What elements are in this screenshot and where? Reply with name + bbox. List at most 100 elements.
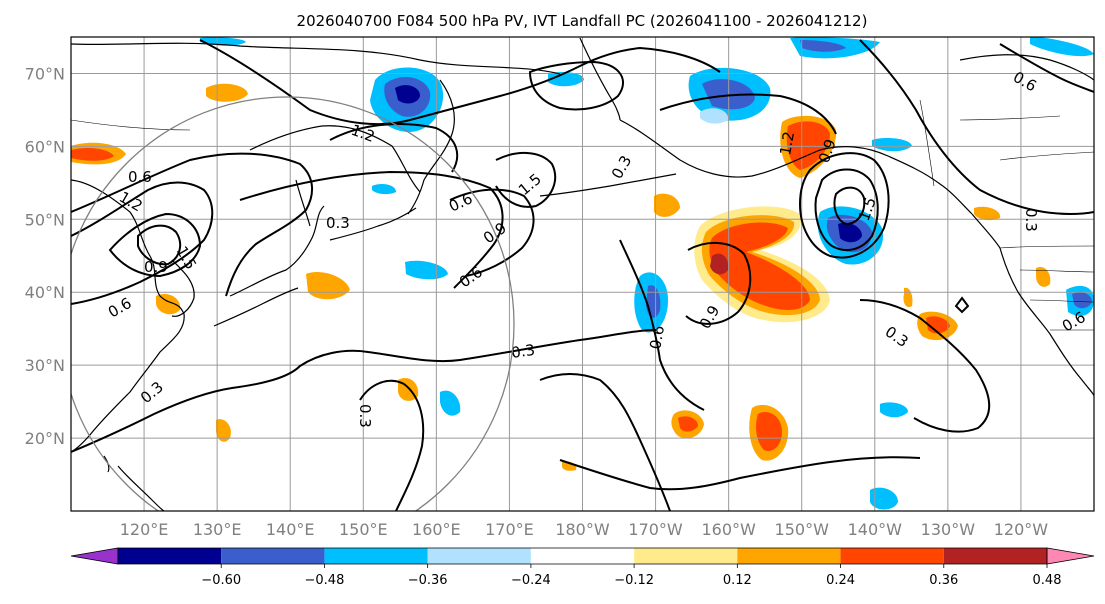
- neg-blob-14: [1030, 37, 1094, 57]
- lon-label-11: 130°W: [921, 520, 976, 539]
- contour-label-7: 0.3: [510, 341, 536, 362]
- contour-label-15: 0.3: [356, 404, 374, 428]
- colorbar-tick-label-0: −0.60: [201, 573, 241, 588]
- colorbar-tick-label-2: −0.36: [408, 573, 448, 588]
- lat-label-4: 30°N: [25, 356, 65, 375]
- lon-label-5: 170°E: [485, 520, 534, 539]
- chart-title: 2026040700 F084 500 hPa PV, IVT Landfall…: [297, 12, 868, 30]
- coast-philippines: [117, 465, 165, 511]
- colorbar-tick-label-7: 0.36: [929, 573, 958, 588]
- contour-03-east: [859, 39, 1094, 216]
- coast-asia-mainland: [71, 179, 185, 453]
- neg-blob-5-core: [800, 40, 846, 52]
- map-frame: [70, 36, 1095, 512]
- contour-diamond: [954, 296, 970, 314]
- pos-blob-5b: [71, 148, 114, 161]
- contour-label-2: 0.3: [326, 214, 350, 232]
- pv-contours: [71, 39, 1094, 511]
- lon-label-7: 170°W: [628, 520, 683, 539]
- pos-blob-6: [206, 83, 248, 102]
- border-china-mongolia: [71, 119, 191, 131]
- neg-blob-13: [872, 138, 912, 152]
- colorbar-tick-label-3: −0.24: [511, 573, 551, 588]
- neg-blob-10: [880, 402, 908, 418]
- contour-03-central: [528, 60, 624, 111]
- lat-label-0: 70°N: [25, 64, 65, 83]
- coastlines: [71, 37, 1094, 511]
- lon-label-4: 160°E: [412, 520, 461, 539]
- contour-label-22: 0.3: [1022, 208, 1040, 232]
- colorbar-extend-min: [70, 547, 119, 565]
- contour-06-main: [239, 170, 504, 289]
- contour-09-ring: [798, 152, 890, 259]
- pos-blob-13: [974, 206, 1001, 221]
- coast-japan: [229, 205, 325, 297]
- neg-blob-7: [440, 390, 461, 416]
- coast-canada-arctic: [959, 54, 1094, 81]
- contour-03-lower: [559, 456, 921, 491]
- landfall-radius-circle: [71, 96, 515, 511]
- neg-blob-9-core: [1072, 292, 1092, 309]
- lat-label-2: 50°N: [25, 210, 65, 229]
- pos-blob-12: [156, 293, 181, 315]
- lon-label-8: 160°W: [701, 520, 756, 539]
- colorbar-tick-label-6: 0.24: [826, 573, 855, 588]
- longitude-labels: 120°E 130°E 140°E 150°E 160°E 170°E 180°W 170°W…: [120, 520, 1049, 539]
- pos-blob-11: [216, 419, 231, 442]
- border-alaska-canada: [919, 99, 935, 187]
- colorbar-outline: [117, 547, 1048, 565]
- contour-06-ne: [999, 43, 1094, 93]
- pos-blob-2b: [786, 121, 830, 170]
- contour-label-24: 1.2: [776, 130, 798, 157]
- contour-label-11: 0.9: [144, 258, 168, 276]
- border-us-states: [1019, 269, 1094, 331]
- contour-06-pacific: [619, 239, 705, 411]
- contour-09-asia: [108, 212, 202, 278]
- colorbar-tick-label-1: −0.48: [305, 573, 345, 588]
- lat-label-1: 60°N: [25, 137, 65, 156]
- colorbar-segment-6: [737, 548, 841, 564]
- neg-blob-16: [700, 108, 729, 124]
- pos-blob-1c: [709, 222, 810, 310]
- lon-label-10: 140°W: [848, 520, 903, 539]
- contour-03-south: [71, 329, 657, 453]
- colorbar-segment-2: [324, 548, 428, 564]
- colorbar-segment-1: [221, 548, 325, 564]
- neg-blob-1-center: [395, 85, 420, 104]
- pos-blob-1d: [710, 253, 729, 275]
- latitude-labels: 70°N 60°N 50°N 40°N 30°N 20°N: [25, 64, 65, 448]
- coast-siberia-north: [71, 42, 561, 75]
- contour-15-pacific: [495, 151, 557, 208]
- contour-09-pacific: [449, 188, 535, 277]
- contour-12-north: [329, 123, 459, 173]
- lat-label-5: 20°N: [25, 429, 65, 448]
- colorbar-tick-label-8: 0.48: [1033, 573, 1062, 588]
- colorbar-segment-8: [943, 548, 1047, 564]
- colorbar-segment-3: [427, 548, 531, 564]
- colorbar-tick-label-4: −0.12: [614, 573, 654, 588]
- contour-03-west: [71, 152, 313, 297]
- lon-label-6: 180°W: [555, 520, 610, 539]
- coast-aleutians: [539, 173, 677, 197]
- contour-03-north: [199, 39, 721, 126]
- lon-label-3: 150°E: [339, 520, 388, 539]
- contour-15-asia: [137, 224, 182, 266]
- lon-label-12: 120°W: [994, 520, 1049, 539]
- colorbar-segment-5: [634, 548, 738, 564]
- contour-03-bend: [539, 373, 671, 511]
- contour-06-north: [659, 93, 837, 135]
- lon-label-0: 120°E: [120, 520, 169, 539]
- coast-kamchatka: [407, 79, 455, 215]
- lat-label-3: 40°N: [25, 283, 65, 302]
- neg-blob-3-center: [838, 222, 862, 243]
- neg-blob-8: [870, 487, 898, 510]
- lon-label-1: 130°E: [193, 520, 242, 539]
- political-borders: [71, 99, 1094, 331]
- pos-blob-9: [654, 193, 680, 217]
- colorbar-segment-7: [840, 548, 944, 564]
- coast-kuril: [329, 207, 417, 241]
- contour-12-ring: [814, 168, 879, 252]
- contour-15-east: [833, 186, 866, 226]
- pos-blob-3b: [756, 412, 782, 452]
- neg-blob-15: [372, 184, 396, 195]
